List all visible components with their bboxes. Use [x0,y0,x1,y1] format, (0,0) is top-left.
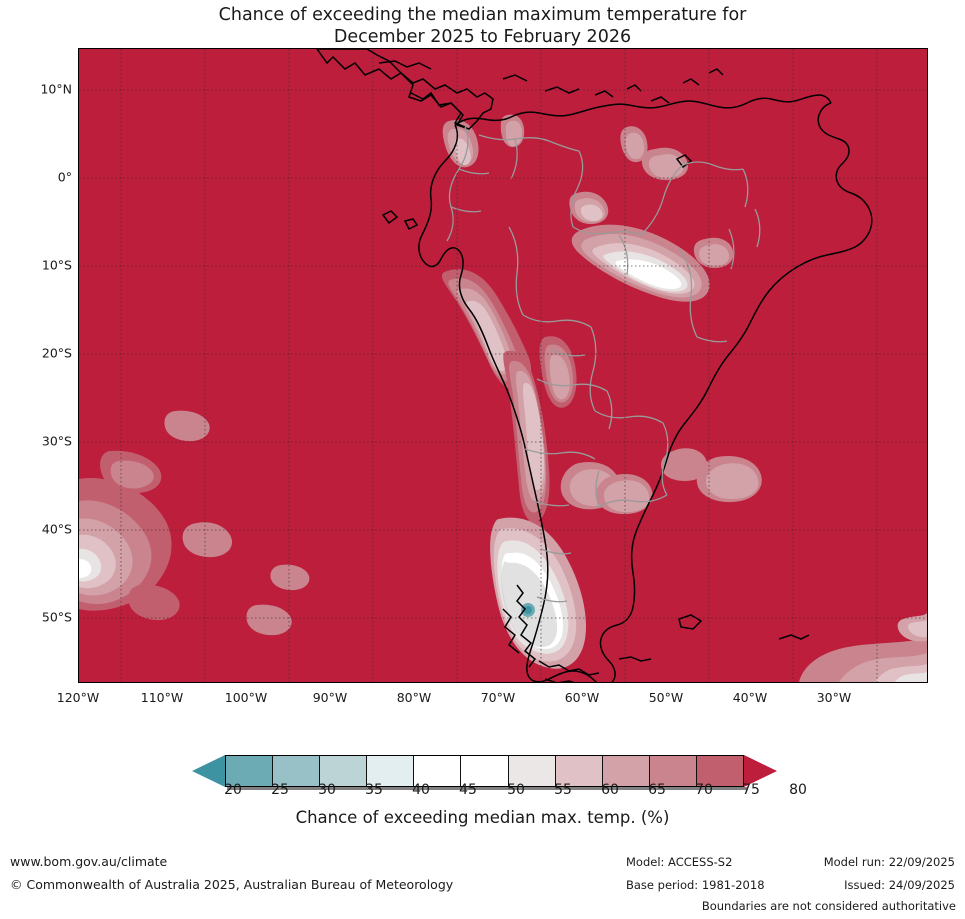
colorbar-swatches [225,755,744,787]
colorbar-tick: 55 [554,782,572,798]
colorbar-swatch [414,756,462,786]
colorbar-tick: 80 [789,782,807,798]
xtick-label: 120°W [56,690,100,705]
colorbar-tick: 45 [459,782,477,798]
colorbar-swatch [461,756,509,786]
colorbar-tick: 50 [507,782,525,798]
andes-anomaly [441,114,762,669]
y-axis: 10°N 0° 10°S 20°S 30°S 40°S 50°S [0,0,72,919]
xtick-label: 100°W [224,690,268,705]
issued-date: Issued: 24/09/2025 [844,878,955,892]
graticule [79,49,927,682]
colorbar-swatch [367,756,415,786]
ytick-label: 10°S [41,257,72,273]
colorbar-over-cap [744,755,777,787]
footer-dates: Model run: 22/09/2025 Issued: 24/09/2025 [790,851,955,897]
colorbar-swatch [508,756,556,786]
ytick-label: 30°S [41,433,72,449]
footer-left: www.bom.gov.au/climate © Commonwealth of… [10,850,453,896]
footer-model-info: Model: ACCESS-S2 Base period: 1981-2018 [626,851,765,897]
colorbar-swatch [226,756,274,786]
ytick-label: 40°S [41,521,72,537]
colorbar-tick: 40 [412,782,430,798]
coastlines [316,49,873,682]
model-run-date: Model run: 22/09/2025 [823,855,955,869]
country-borders [446,126,761,603]
ytick-label: 50°S [41,609,72,625]
colorbar-swatch [273,756,321,786]
xtick-label: 60°W [564,690,600,705]
colorbar-under-cap [192,755,225,787]
boundaries-disclaimer: Boundaries are not considered authoritat… [701,899,956,913]
colorbar-tick: 70 [695,782,713,798]
bom-website-link[interactable]: www.bom.gov.au/climate [10,854,168,869]
colorbar-tick: 20 [224,782,242,798]
colorbar-tick: 75 [742,782,760,798]
colorbar-tick: 60 [601,782,619,798]
page-title: Chance of exceeding the median maximum t… [0,4,965,48]
colorbar [192,755,777,790]
title-line-2: December 2025 to February 2026 [333,27,632,47]
se-atlantic-anomaly [799,613,927,682]
colorbar-swatch [696,756,744,786]
colorbar-swatch [320,756,368,786]
colorbar-tick: 35 [365,782,383,798]
colorbar-tick: 30 [318,782,336,798]
colorbar-label: Chance of exceeding median max. temp. (%… [295,808,670,827]
ytick-label: 20°S [41,345,72,361]
sw-pacific-anomaly [79,410,310,636]
copyright-text: © Commonwealth of Australia 2025, Austra… [10,877,454,892]
colorbar-tick: 25 [271,782,289,798]
ytick-label: 10°N [40,81,72,97]
colorbar-swatch [649,756,697,786]
xtick-label: 40°W [732,690,768,705]
colorbar-swatch [555,756,603,786]
title-line-1: Chance of exceeding the median maximum t… [218,5,747,25]
colorbar-tick: 65 [648,782,666,798]
south-america-probability-map [79,49,927,682]
colorbar-shadow [227,787,747,790]
xtick-label: 110°W [140,690,184,705]
model-name: Model: ACCESS-S2 [626,855,733,869]
xtick-label: 50°W [648,690,684,705]
xtick-label: 80°W [396,690,432,705]
ytick-label: 0° [57,169,72,185]
xtick-label: 90°W [312,690,348,705]
base-period: Base period: 1981-2018 [626,878,765,892]
colorbar-swatch [602,756,650,786]
xtick-label: 30°W [816,690,852,705]
xtick-label: 70°W [480,690,516,705]
map-plot-area [78,48,928,683]
